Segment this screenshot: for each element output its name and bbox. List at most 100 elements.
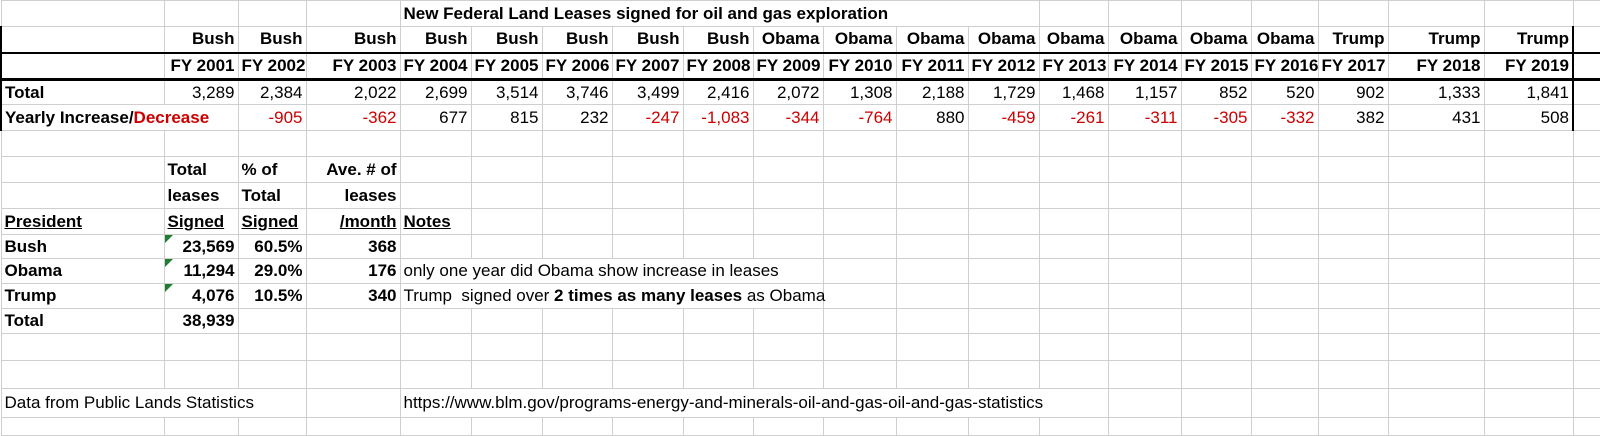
grid-cell[interactable] [682,182,754,209]
grid-cell[interactable] [1572,360,1600,389]
total-value-cell[interactable]: 3,289 [163,79,239,105]
grid-cell[interactable] [682,308,754,334]
grid-cell[interactable] [1038,182,1109,209]
grid-cell[interactable] [611,417,684,436]
grid-cell[interactable] [1572,333,1600,361]
grid-cell[interactable] [822,130,897,157]
grid-cell[interactable] [1317,388,1389,418]
grid-cell[interactable] [752,417,824,436]
fy-header-cell[interactable]: FY 2017 [1317,52,1389,81]
grid-cell[interactable] [682,130,754,157]
total-value-cell[interactable]: 1,308 [822,79,897,105]
grid-cell[interactable] [895,182,969,209]
change-value-cell[interactable]: 431 [1387,104,1485,131]
grid-cell[interactable] [1483,130,1574,157]
grid-cell[interactable] [1317,182,1389,209]
grid-cell[interactable] [1572,79,1600,105]
grid-cell[interactable] [822,308,897,334]
change-value-cell[interactable]: 232 [541,104,613,131]
total-value-cell[interactable]: 2,188 [895,79,969,105]
change-value-cell[interactable]: 880 [895,104,969,131]
grid-cell[interactable] [1250,308,1319,334]
grid-cell[interactable] [1387,388,1485,418]
grid-cell[interactable] [967,417,1040,436]
grid-cell[interactable] [399,333,472,361]
president-header-cell[interactable]: Bush [541,26,613,54]
grid-cell[interactable] [895,234,969,259]
grid-cell[interactable] [1572,182,1600,209]
grid-cell[interactable] [305,130,401,157]
grid-cell[interactable] [682,234,754,259]
fy-header-cell[interactable]: FY 2005 [470,52,543,81]
fy-header-cell[interactable]: FY 2002 [237,52,307,81]
grid-cell[interactable] [0,182,165,209]
change-value-cell[interactable]: 382 [1317,104,1389,131]
summary-permonth-cell[interactable]: 176 [305,258,401,284]
grid-cell[interactable] [1572,26,1600,54]
summary-header-total-leases[interactable]: Total [163,156,239,183]
grid-cell[interactable] [682,360,754,389]
grid-cell[interactable] [822,417,897,436]
grid-cell[interactable] [895,156,969,183]
grid-cell[interactable] [0,52,165,81]
grid-cell[interactable] [399,182,472,209]
fy-header-cell[interactable]: FY 2011 [895,52,969,81]
change-value-cell[interactable]: -1,083 [682,104,754,131]
grid-cell[interactable] [822,258,897,284]
change-value-cell[interactable]: -332 [1250,104,1319,131]
grid-cell[interactable] [1387,258,1485,284]
fy-header-cell[interactable]: FY 2009 [752,52,824,81]
president-header-cell[interactable]: Trump [1317,26,1389,54]
grid-cell[interactable] [541,417,613,436]
grid-cell[interactable] [1317,283,1389,309]
grid-cell[interactable] [399,417,472,436]
grid-cell[interactable] [611,360,684,389]
grid-cell[interactable] [895,258,969,284]
source-url[interactable]: https://www.blm.gov/programs-energy-and-… [399,388,1109,418]
grid-cell[interactable] [967,283,1040,309]
summary-permonth-cell[interactable]: 340 [305,283,401,309]
grid-cell[interactable] [1038,130,1109,157]
grid-cell[interactable] [1572,156,1600,183]
grid-cell[interactable] [541,308,613,334]
grid-cell[interactable] [1038,208,1109,235]
total-row-label[interactable]: Total [0,79,165,105]
grid-cell[interactable] [1250,0,1319,27]
summary-grand-total-value[interactable]: 38,939 [163,308,239,334]
summary-header-pct[interactable]: Signed [237,208,307,235]
grid-cell[interactable] [1180,308,1252,334]
summary-header-pct[interactable]: Total [237,182,307,209]
grid-cell[interactable] [1317,417,1389,436]
grid-cell[interactable] [399,130,472,157]
grid-cell[interactable] [0,0,165,27]
grid-cell[interactable] [305,333,401,361]
grid-cell[interactable] [1180,234,1252,259]
grid-cell[interactable] [470,182,543,209]
grid-cell[interactable] [611,208,684,235]
sheet-title[interactable]: New Federal Land Leases signed for oil a… [399,0,1040,27]
fy-header-cell[interactable]: FY 2019 [1483,52,1574,81]
grid-cell[interactable] [752,130,824,157]
grid-cell[interactable] [1483,258,1574,284]
grid-cell[interactable] [1038,258,1109,284]
grid-cell[interactable] [1107,130,1182,157]
fy-header-cell[interactable]: FY 2010 [822,52,897,81]
grid-cell[interactable] [1038,283,1109,309]
grid-cell[interactable] [1572,283,1600,309]
grid-cell[interactable] [1250,258,1319,284]
grid-cell[interactable] [1317,156,1389,183]
grid-cell[interactable] [470,360,543,389]
grid-cell[interactable] [1250,130,1319,157]
grid-cell[interactable] [1180,0,1252,27]
grid-cell[interactable] [895,417,969,436]
change-value-cell[interactable]: 815 [470,104,543,131]
summary-pct-cell[interactable]: 60.5% [237,234,307,259]
summary-total-cell[interactable]: 11,294 [163,258,239,284]
grid-cell[interactable] [0,333,165,361]
grid-cell[interactable] [470,234,543,259]
grid-cell[interactable] [237,0,307,27]
grid-cell[interactable] [1107,234,1182,259]
president-header-cell[interactable]: Trump [1387,26,1485,54]
grid-cell[interactable] [305,388,401,418]
grid-cell[interactable] [470,208,543,235]
